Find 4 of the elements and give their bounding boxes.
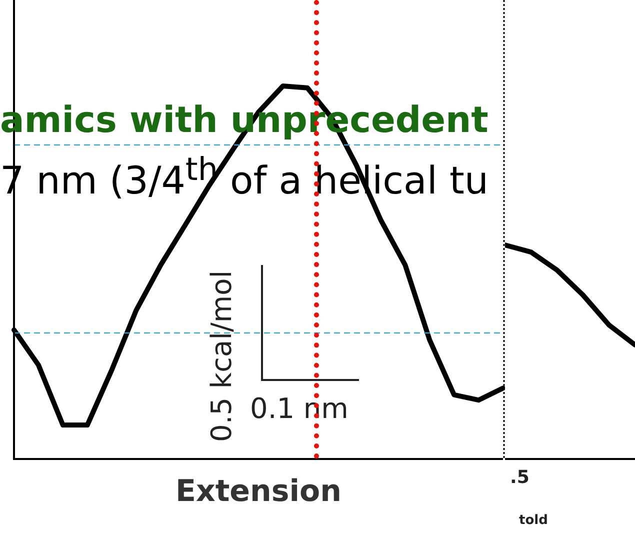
text: told bbox=[519, 513, 548, 528]
x-axis-title: Extension bbox=[174, 474, 342, 509]
annotation: 0.5 kcal/mol bbox=[205, 270, 238, 442]
text: .5 bbox=[510, 467, 530, 488]
